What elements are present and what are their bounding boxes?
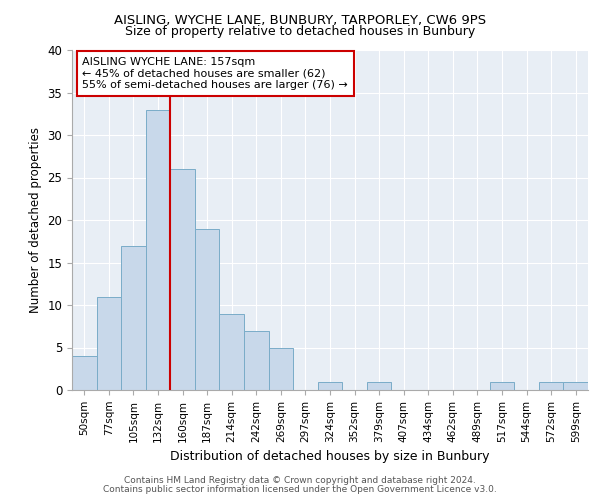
Bar: [563, 382, 588, 390]
Bar: [170, 169, 195, 390]
Bar: [539, 382, 563, 390]
Text: Size of property relative to detached houses in Bunbury: Size of property relative to detached ho…: [125, 25, 475, 38]
Bar: [195, 228, 220, 390]
Bar: [269, 348, 293, 390]
Bar: [220, 314, 244, 390]
Bar: [121, 246, 146, 390]
Text: Contains HM Land Registry data © Crown copyright and database right 2024.: Contains HM Land Registry data © Crown c…: [124, 476, 476, 485]
Text: Contains public sector information licensed under the Open Government Licence v3: Contains public sector information licen…: [103, 485, 497, 494]
Bar: [97, 296, 121, 390]
Bar: [490, 382, 514, 390]
Text: AISLING WYCHE LANE: 157sqm
← 45% of detached houses are smaller (62)
55% of semi: AISLING WYCHE LANE: 157sqm ← 45% of deta…: [82, 57, 348, 90]
Bar: [146, 110, 170, 390]
Bar: [72, 356, 97, 390]
Bar: [367, 382, 391, 390]
Bar: [244, 330, 269, 390]
Text: AISLING, WYCHE LANE, BUNBURY, TARPORLEY, CW6 9PS: AISLING, WYCHE LANE, BUNBURY, TARPORLEY,…: [114, 14, 486, 27]
Y-axis label: Number of detached properties: Number of detached properties: [29, 127, 42, 313]
Bar: [318, 382, 342, 390]
X-axis label: Distribution of detached houses by size in Bunbury: Distribution of detached houses by size …: [170, 450, 490, 463]
